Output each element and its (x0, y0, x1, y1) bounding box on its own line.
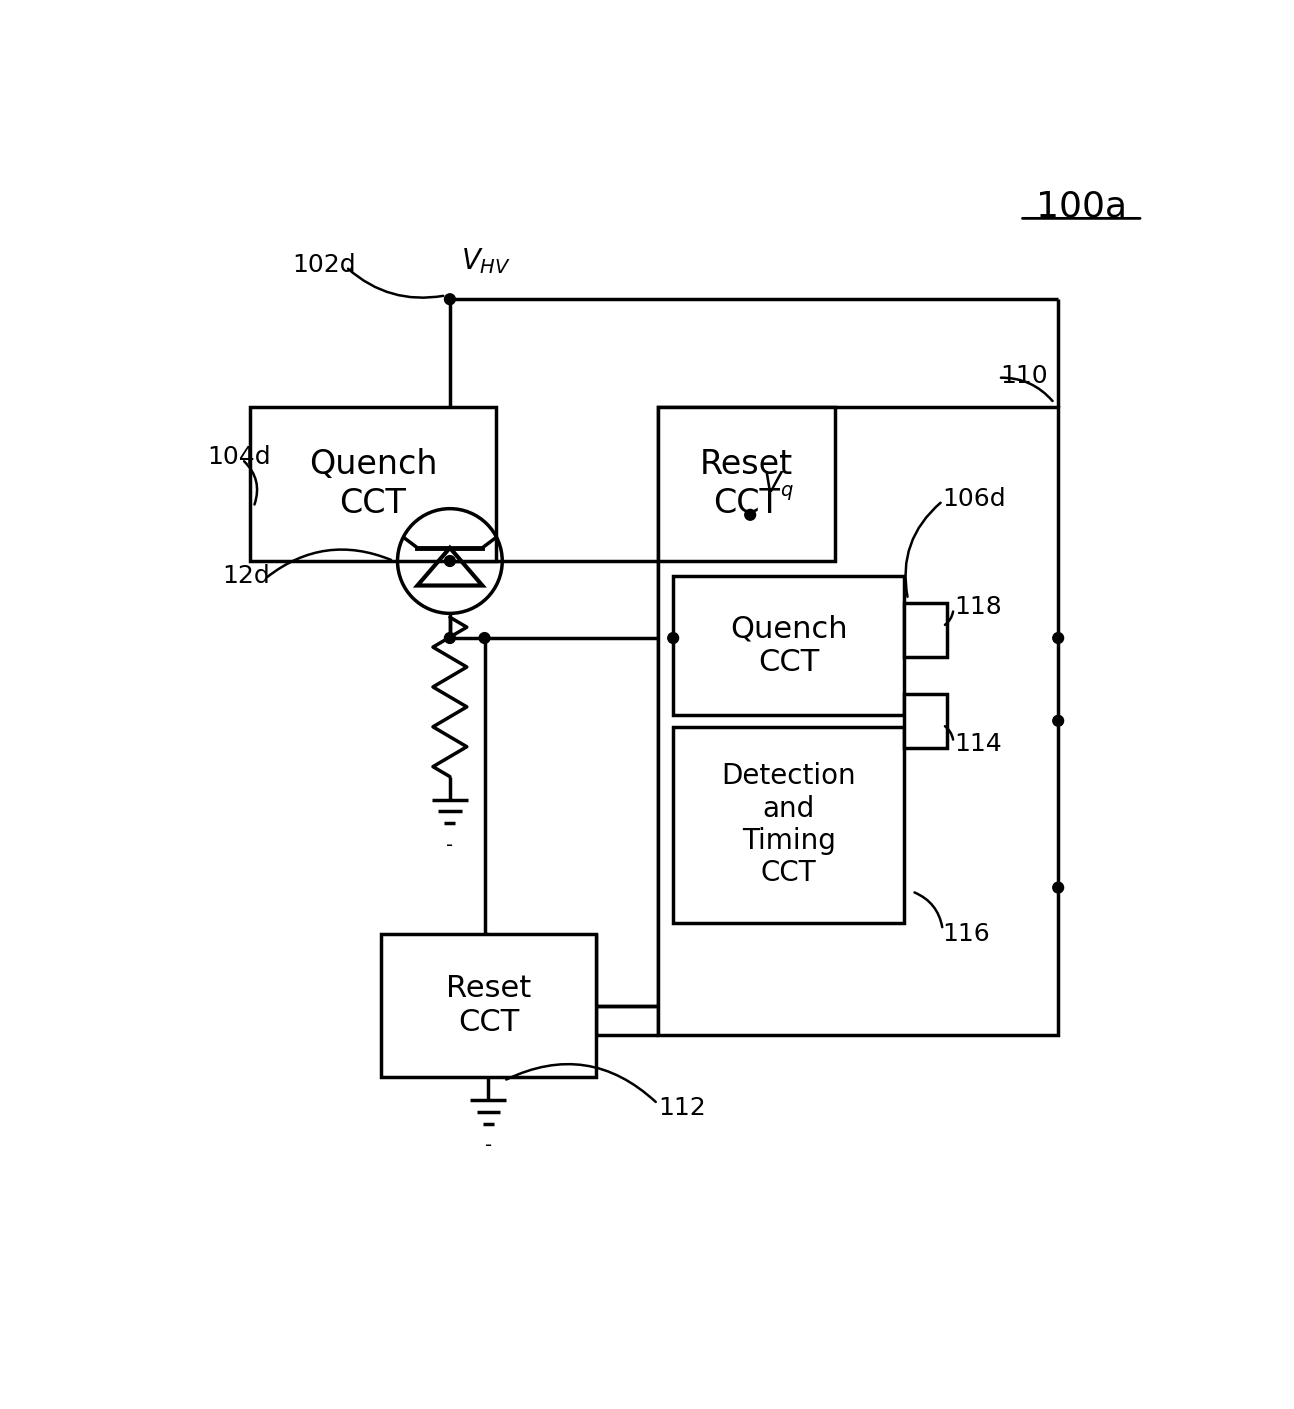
Text: Quench
CCT: Quench CCT (730, 614, 848, 676)
Circle shape (668, 633, 678, 644)
Bar (657, 407, 835, 561)
Text: Detection
and
Timing
CCT: Detection and Timing CCT (721, 762, 857, 888)
Text: $V_q$: $V_q$ (762, 469, 795, 503)
Text: 116: 116 (943, 921, 990, 945)
Text: 118: 118 (954, 595, 1002, 619)
Bar (673, 576, 905, 714)
Text: 110: 110 (1000, 364, 1048, 389)
Text: -: - (446, 836, 453, 855)
Circle shape (1053, 633, 1064, 644)
Text: 104d: 104d (207, 445, 270, 469)
Circle shape (745, 510, 756, 520)
Text: Quench
CCT: Quench CCT (309, 448, 437, 520)
Text: $V_{HV}$: $V_{HV}$ (462, 245, 511, 276)
Circle shape (445, 555, 455, 566)
Text: 114: 114 (954, 731, 1002, 755)
Text: 112: 112 (657, 1096, 705, 1120)
Circle shape (445, 294, 455, 304)
Text: -: - (485, 1136, 492, 1155)
Circle shape (1053, 716, 1064, 726)
Text: 106d: 106d (943, 488, 1007, 511)
Bar (905, 603, 946, 657)
Circle shape (445, 633, 455, 644)
Circle shape (1053, 882, 1064, 893)
Text: 102d: 102d (292, 252, 356, 276)
Bar (673, 727, 905, 923)
Bar (657, 407, 1058, 1034)
Text: Reset
CCT: Reset CCT (700, 448, 793, 520)
Text: 100a: 100a (1035, 190, 1127, 224)
Bar (905, 693, 946, 748)
Text: 12d: 12d (223, 565, 270, 589)
Text: Reset
CCT: Reset CCT (445, 975, 531, 1037)
Bar (250, 407, 496, 561)
Bar (380, 934, 597, 1076)
Circle shape (479, 633, 490, 644)
